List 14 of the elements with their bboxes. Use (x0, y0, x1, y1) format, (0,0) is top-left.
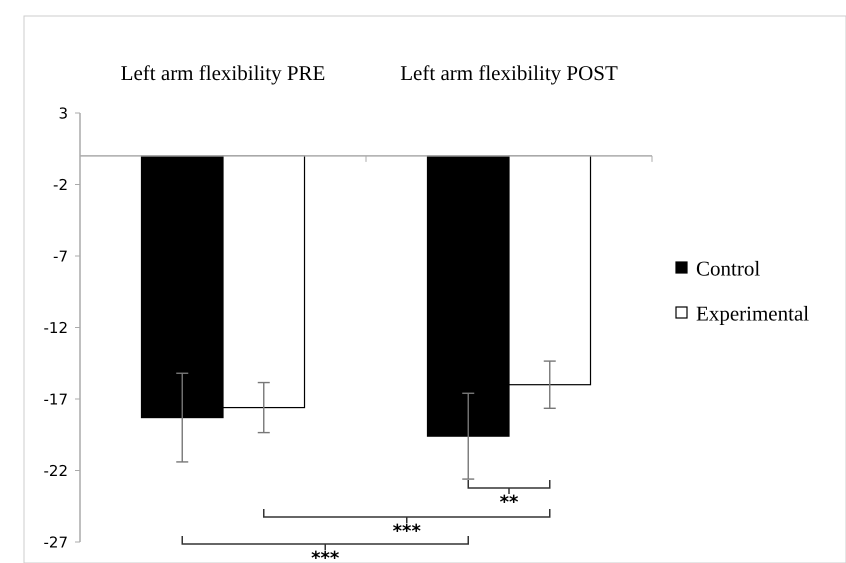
annotation: *** (392, 521, 422, 542)
y-tick-label: -22 (44, 462, 68, 480)
text: *** (311, 548, 340, 563)
y-tick-label: -7 (53, 247, 68, 266)
x-tick-label: Left arm flexibility PRE (120, 61, 326, 85)
legend-label: Experimental (696, 301, 810, 326)
legend-label: Control (696, 256, 760, 280)
y-tick-label: -2 (53, 176, 68, 194)
y-tick-label: 3 (58, 104, 68, 122)
x-tick-label: Left arm flexibility POST (400, 61, 618, 85)
y-tick-label: -27 (44, 533, 68, 552)
annotation: ** (500, 492, 519, 513)
y-tick-label: -12 (44, 318, 68, 337)
y-tick-label: -17 (44, 390, 68, 408)
